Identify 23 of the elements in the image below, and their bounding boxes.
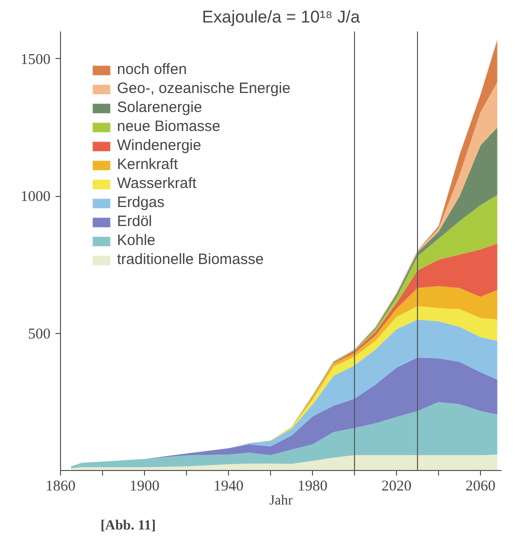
text: [Abb. 11] [100, 518, 156, 534]
y-tick-label: 1000 [20, 189, 50, 206]
legend-label: Erdgas [117, 194, 165, 211]
legend-label: Wasserkraft [117, 175, 196, 192]
legend-label: Windenergie [117, 137, 202, 154]
x-tick-label: 1940 [214, 478, 244, 494]
legend-label: Erdöl [117, 213, 152, 230]
legend-label: Solarenergie [117, 99, 202, 116]
x-axis-title: Jahr [269, 494, 293, 508]
legend-label: neue Biomasse [117, 118, 220, 135]
y-tick-label: 1500 [20, 52, 50, 68]
x-tick-label: 1860 [46, 478, 76, 494]
x-tick-label: 1980 [298, 478, 328, 494]
legend-label: noch offen [117, 61, 187, 78]
y-tick-label: 500 [28, 326, 50, 342]
legend-label: Kohle [117, 232, 156, 249]
legend-label: Geo-, ozeanische Energie [117, 80, 290, 97]
x-tick-label: 1900 [130, 478, 160, 494]
legend-label: Kernkraft [117, 156, 178, 173]
x-tick-label: 2060 [466, 478, 496, 494]
legend-label: traditionelle Biomasse [117, 251, 264, 268]
chart-title: Exajoule/a = 10¹⁸ J/a [202, 8, 360, 26]
x-tick-label: 2020 [382, 478, 412, 494]
